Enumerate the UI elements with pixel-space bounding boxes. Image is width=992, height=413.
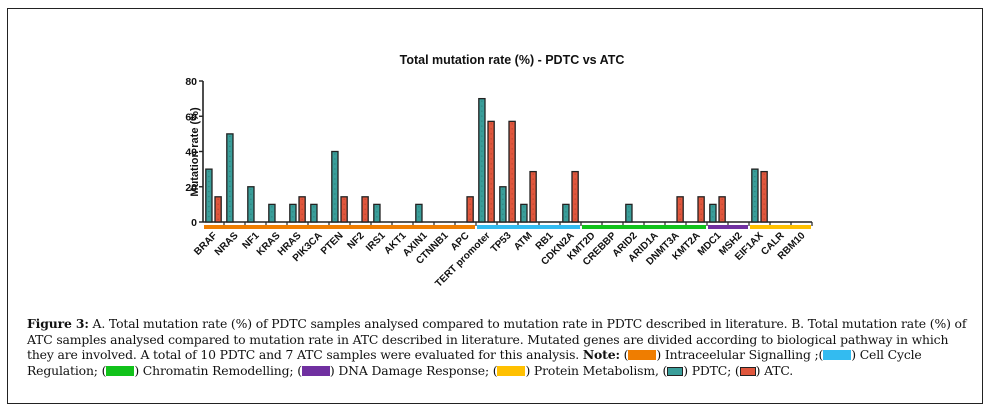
note-label: Note: xyxy=(582,347,620,363)
bar-atc xyxy=(466,196,474,223)
bar-pdtc xyxy=(499,186,507,223)
y-tick-label: 60 xyxy=(185,111,197,123)
legend-text-protein: ) Protein Metabolism, ( xyxy=(525,362,668,378)
bar-atc xyxy=(214,196,222,223)
legend-text-dna-damage: ) DNA Damage Response; ( xyxy=(329,362,498,378)
bar-atc xyxy=(298,196,306,223)
bar-pdtc xyxy=(415,203,423,223)
bar-atc xyxy=(361,196,369,223)
bar-pdtc xyxy=(520,203,528,223)
bar-pdtc xyxy=(310,203,318,223)
bars xyxy=(205,97,768,223)
x-tick-label: TP53 xyxy=(489,230,514,255)
x-tick-label: NRAS xyxy=(213,230,241,258)
pathway-group-bars xyxy=(204,225,811,229)
bar-pdtc xyxy=(331,150,339,223)
axes: 0 20 40 60 80 xyxy=(185,76,813,229)
bar-pdtc xyxy=(289,203,297,223)
bar-pdtc xyxy=(625,203,633,223)
bar-atc xyxy=(697,196,705,223)
x-tick-label: PTEN xyxy=(319,230,346,257)
bar-pdtc xyxy=(268,203,276,223)
legend-swatch-intracellular xyxy=(628,350,657,361)
x-tick-label: ATM xyxy=(512,230,535,253)
bar-pdtc xyxy=(709,203,717,223)
legend-swatch-dna-damage xyxy=(301,365,330,376)
legend-text-pdtc: ) PDTC; ( xyxy=(683,362,740,378)
x-tick-label: MDC1 xyxy=(696,230,724,258)
pathway-group-bar xyxy=(582,225,706,229)
legend-swatch-chromatin xyxy=(106,365,135,376)
figure-caption: Figure 3: A. Total mutation rate (%) of … xyxy=(27,316,977,378)
figure-frame xyxy=(7,8,983,404)
y-tick-label: 80 xyxy=(185,76,197,88)
legend-text-cell-cycle: ) Cell Cycle Regulation; ( xyxy=(27,347,922,378)
bar-pdtc xyxy=(205,168,213,223)
bar-pdtc xyxy=(373,203,381,223)
y-tick-label: 20 xyxy=(185,182,197,194)
pathway-group-bar xyxy=(477,225,580,229)
mutation-rate-chart: Total mutation rate (%) - PDTC vs ATC Mu… xyxy=(185,53,813,290)
bar-atc xyxy=(508,120,516,223)
bar-atc xyxy=(571,170,579,223)
bar-pdtc xyxy=(562,203,570,223)
bar-pdtc xyxy=(226,133,234,223)
legend-swatch-atc xyxy=(739,366,756,376)
legend-text-atc: ) ATC. xyxy=(755,362,794,378)
y-tick-label: 0 xyxy=(191,217,197,229)
bar-pdtc xyxy=(751,168,759,223)
legend-prefix-0: ( xyxy=(619,347,629,363)
pathway-group-bar xyxy=(204,225,475,229)
y-axis-label: Mutation rate (%) xyxy=(189,107,201,197)
bar-pdtc xyxy=(478,97,486,223)
bar-atc xyxy=(760,170,768,223)
legend-swatch-protein xyxy=(497,365,526,376)
pathway-group-bar xyxy=(708,225,748,229)
bar-atc xyxy=(340,196,348,223)
legend-swatch-cell-cycle xyxy=(823,350,852,361)
legend-text-intracellular: ) Intraceelular Signalling ;( xyxy=(656,347,824,363)
bar-pdtc xyxy=(247,186,255,223)
legend-swatch-pdtc xyxy=(667,366,684,376)
caption-label: Figure 3: xyxy=(27,316,89,331)
legend-text-chromatin: ) Chromatin Remodelling; ( xyxy=(134,362,302,378)
pathway-group-bar xyxy=(750,225,811,229)
bar-atc xyxy=(487,120,495,223)
bar-atc xyxy=(718,196,726,223)
y-tick-label: 40 xyxy=(185,147,197,159)
x-tick-label: NF2 xyxy=(345,230,366,251)
bar-atc xyxy=(529,170,537,223)
bar-atc xyxy=(676,196,684,223)
caption-text: A. Total mutation rate (%) of PDTC sampl… xyxy=(27,316,967,363)
chart-title: Total mutation rate (%) - PDTC vs ATC xyxy=(400,53,625,67)
